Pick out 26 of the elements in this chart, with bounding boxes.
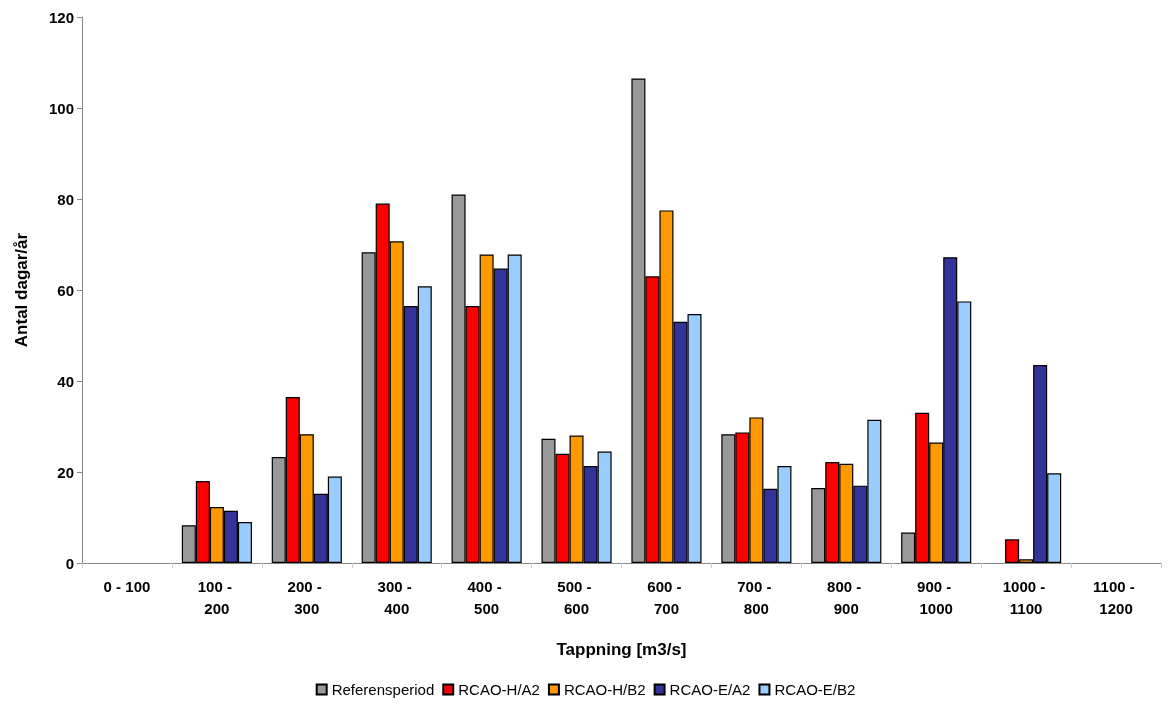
x-axis-title: Tappning [m3/s] <box>556 640 687 659</box>
x-tick-label: 100 - 200 <box>197 577 237 617</box>
legend-label: RCAO-E/A2 <box>669 681 751 698</box>
y-tick-label: 0 <box>65 554 74 572</box>
x-tick-label: 500 - 600 <box>557 577 596 617</box>
x-tick-label: 1000 - 1100 <box>1002 577 1050 617</box>
legend-label: RCAO-H/B2 <box>563 681 646 698</box>
x-tick-label: 400 - 500 <box>467 577 506 617</box>
y-axis-title: Antal dagar/år <box>12 232 31 348</box>
x-tick-label: 600 - 700 <box>647 577 686 617</box>
x-tick-label: 0 - 100 <box>103 577 151 595</box>
y-tick-label: 120 <box>48 8 74 26</box>
y-tick-label: 20 <box>57 463 74 481</box>
x-tick-label: 700 - 800 <box>737 577 776 617</box>
x-tick-label: 200 - 300 <box>287 577 326 617</box>
y-tick-label: 60 <box>57 281 74 299</box>
x-tick-label: 900 - 1000 <box>917 577 956 617</box>
legend-label: RCAO-H/A2 <box>458 681 540 698</box>
x-tick-label: 1100 - 1200 <box>1093 577 1139 617</box>
y-tick-label: 40 <box>57 372 74 390</box>
y-tick-label: 100 <box>48 99 74 117</box>
legend-label: Referensperiod <box>331 681 435 698</box>
x-tick-label: 800 - 900 <box>827 577 866 617</box>
x-tick-label: 300 - 400 <box>377 577 416 617</box>
y-tick-label: 80 <box>57 190 74 208</box>
legend-label: RCAO-E/B2 <box>774 681 856 698</box>
